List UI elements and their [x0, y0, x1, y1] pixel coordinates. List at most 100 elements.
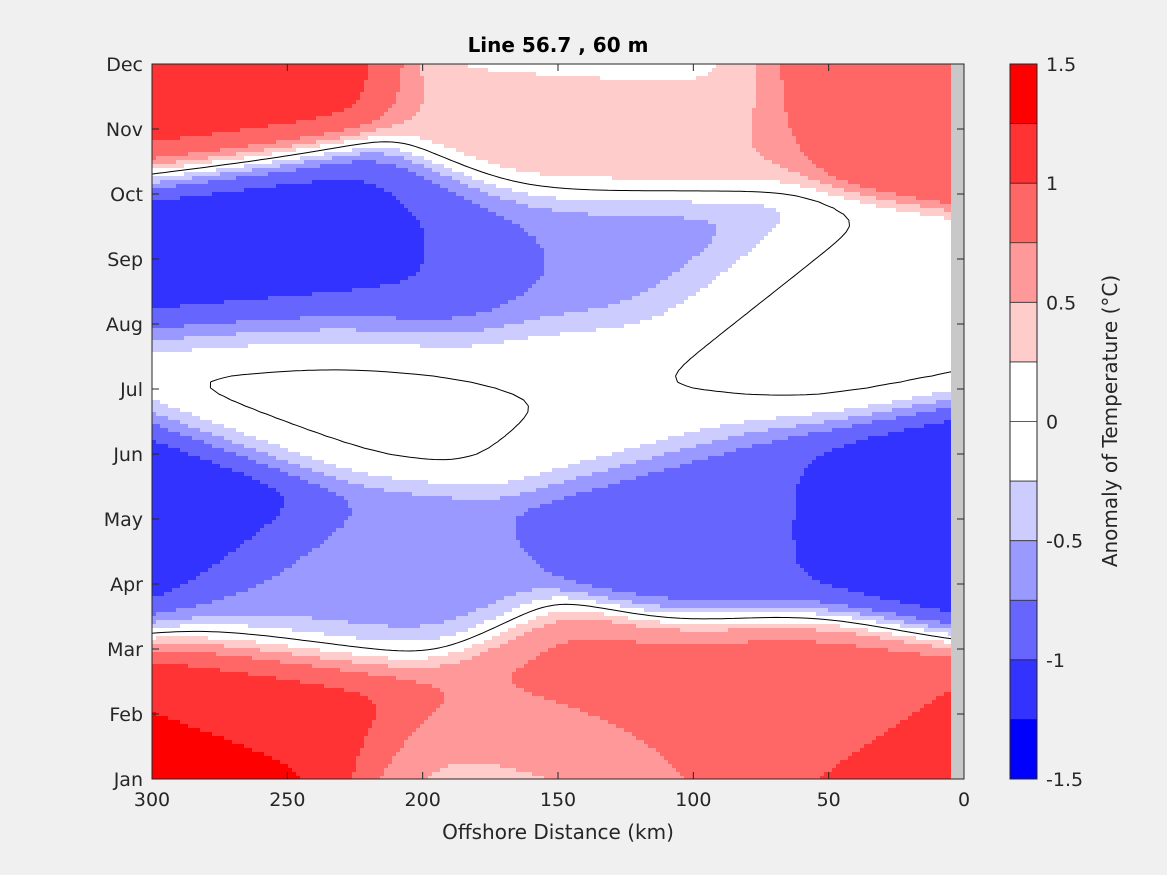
contour-cell — [500, 644, 557, 649]
contour-cell — [376, 704, 441, 709]
contour-cell — [536, 72, 709, 77]
contour-cell — [524, 292, 641, 297]
contour-cell — [808, 572, 964, 577]
contour-cell — [324, 540, 521, 545]
contour-cell — [564, 480, 621, 485]
contour-cell — [564, 312, 665, 317]
contour-cell — [784, 84, 964, 89]
y-tick-label: Nov — [106, 119, 143, 141]
contour-cell — [804, 472, 964, 477]
contour-cell — [676, 304, 964, 309]
contour-cell — [352, 148, 401, 153]
contour-cell — [440, 688, 525, 693]
contour-cell — [152, 656, 253, 661]
contour-cell — [784, 96, 964, 101]
contour-cell — [372, 724, 421, 729]
contour-cell — [520, 604, 621, 609]
contour-cell — [772, 440, 857, 445]
contour-cell — [796, 560, 964, 565]
contour-cell — [556, 620, 613, 625]
contour-cell — [576, 580, 821, 585]
contour-cell — [284, 568, 545, 573]
contour-cell — [532, 772, 681, 777]
contour-cell — [680, 464, 809, 469]
contour-cell — [552, 572, 809, 577]
contour-cell — [524, 320, 641, 325]
contour-cell — [152, 760, 281, 765]
contour-cell — [256, 584, 593, 589]
contour-cell — [796, 512, 964, 517]
contour-cell — [284, 500, 349, 505]
contour-cell — [348, 504, 541, 509]
contour-cell — [796, 140, 964, 145]
contour-cell — [796, 516, 964, 521]
contour-cell — [152, 180, 161, 185]
contour-cell — [152, 348, 193, 353]
contour-cell — [292, 768, 357, 773]
contour-cell — [152, 648, 261, 653]
contour-cell — [152, 372, 964, 377]
contour-cell — [420, 724, 617, 729]
contour-cell — [744, 432, 809, 437]
contour-cell — [528, 192, 829, 197]
contour-cell — [916, 196, 964, 201]
contour-cell — [444, 700, 557, 705]
contour-cell — [412, 492, 521, 497]
contour-cell — [152, 540, 245, 545]
contour-cell — [880, 636, 917, 641]
contour-cell — [500, 496, 565, 501]
contour-cell — [784, 104, 964, 109]
contour-cell — [152, 676, 277, 681]
contour-cell — [152, 724, 189, 729]
contour-cell — [528, 660, 964, 665]
contour-cell — [368, 68, 401, 73]
contour-cell — [424, 92, 757, 97]
contour-cell — [504, 216, 685, 221]
colorbar-band — [1010, 481, 1037, 542]
contour-cell — [152, 80, 365, 85]
contour-cell — [200, 572, 281, 577]
contour-cell — [252, 476, 301, 481]
contour-cell — [568, 640, 637, 645]
contour-cell — [756, 68, 781, 73]
contour-cell — [152, 504, 285, 509]
contour-cell — [176, 608, 477, 613]
contour-cell — [500, 164, 781, 169]
contour-cell — [152, 568, 209, 573]
x-tick-label: 300 — [134, 789, 170, 811]
contour-cell — [376, 160, 413, 165]
contour-cell — [336, 492, 413, 497]
contour-cell — [860, 192, 897, 197]
contour-cell — [320, 328, 357, 333]
contour-cell — [152, 720, 181, 725]
contour-cell — [184, 324, 505, 329]
contour-cell — [376, 716, 429, 721]
contour-cell — [432, 772, 533, 777]
zero-contour-line — [152, 141, 964, 652]
contour-cell — [680, 628, 729, 633]
contour-cell — [400, 748, 657, 753]
contour-cell — [152, 544, 241, 549]
contour-cell — [152, 600, 213, 605]
contour-cell — [152, 156, 157, 161]
contour-cell — [660, 604, 849, 609]
contour-cell — [800, 172, 829, 177]
contour-cell — [604, 612, 817, 617]
contour-cell — [556, 196, 845, 201]
contour-cell — [692, 200, 861, 205]
contour-cell — [256, 640, 485, 645]
contour-cell — [472, 644, 501, 649]
contour-cell — [832, 448, 964, 453]
contour-cell — [300, 776, 353, 779]
contour-cell — [932, 700, 964, 705]
contour-cell — [428, 656, 473, 661]
contour-cell — [220, 668, 341, 673]
contour-cell — [420, 104, 757, 109]
contour-cell — [796, 492, 964, 497]
contour-cell — [236, 548, 313, 553]
contour-cell — [896, 208, 945, 213]
contour-cell — [756, 72, 781, 77]
contour-cell — [536, 656, 964, 661]
y-axis: Jan Feb Mar Apr May Jun Jul Aug Sep Oct Nov Dec — [104, 54, 964, 791]
contour-cell — [756, 148, 801, 153]
